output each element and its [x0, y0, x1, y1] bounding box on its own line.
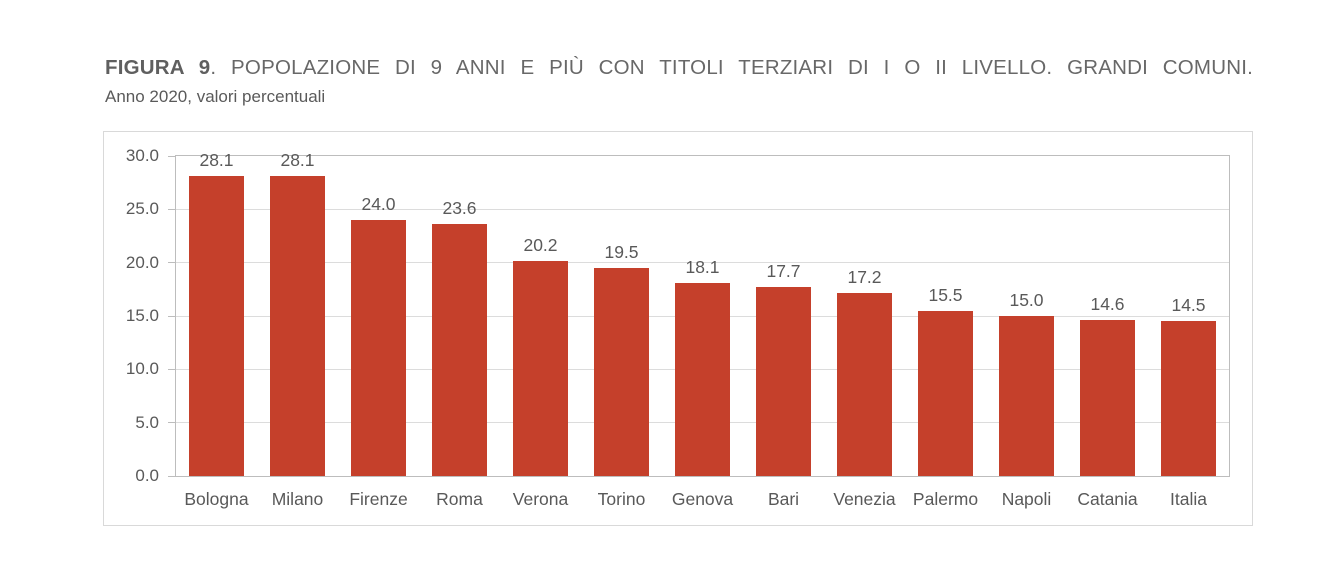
bar	[1161, 321, 1216, 476]
x-axis-label: Roma	[436, 489, 483, 509]
bar	[594, 268, 649, 476]
figure-number: FIGURA 9	[105, 56, 211, 79]
x-axis-label: Palermo	[912, 489, 979, 509]
bar-value-label: 28.1	[280, 150, 315, 171]
y-axis-label: 10.0	[125, 359, 159, 379]
bar-value-label: 17.2	[847, 266, 882, 287]
gridline	[176, 208, 1229, 210]
y-axis-tick	[168, 422, 175, 424]
figure-title: FIGURA 9. POPOLAZIONE DI 9 ANNI E PIÙ CO…	[105, 56, 1253, 80]
y-axis-tick	[168, 262, 175, 264]
plot-area: 28.1 28.1 24.0 23.6 20.2 19.5 18.1 17.7 17.2 15.5…	[168, 150, 1230, 477]
bar-value-label: 20.2	[523, 234, 558, 255]
bar	[918, 310, 973, 476]
x-axis-label: Bari	[767, 489, 800, 509]
bar-value-label: 15.0	[1009, 290, 1044, 310]
y-axis-label: 0.0	[135, 466, 159, 485]
y-axis-tick	[168, 315, 175, 317]
bar	[513, 260, 568, 476]
y-axis-tick	[168, 155, 175, 157]
bar-value-label: 14.6	[1090, 294, 1125, 315]
x-axis-label: Venezia	[833, 489, 896, 509]
bar	[999, 316, 1054, 476]
bar-value-label: 24.0	[361, 194, 396, 214]
bar-value-label: 14.5	[1171, 295, 1206, 316]
figure-title-text: . POPOLAZIONE DI 9 ANNI E PIÙ CON TITOLI…	[210, 56, 1253, 79]
figure-subtitle: Anno 2020, valori percentuali	[105, 87, 326, 106]
x-axis-label: Genova	[671, 489, 734, 509]
y-axis-label: 5.0	[135, 412, 159, 432]
x-axis-label: Catania	[1077, 489, 1138, 509]
x-axis-label: Napoli	[1001, 489, 1052, 509]
bar	[1080, 320, 1135, 476]
x-axis-label: Italia	[1170, 489, 1207, 509]
y-axis-label: 30.0	[125, 146, 159, 165]
bar-chart-frame: 28.1 28.1 24.0 23.6 20.2 19.5 18.1 17.7 17.2 15.5…	[103, 131, 1253, 526]
bar-value-label: 23.6	[442, 198, 477, 219]
bar	[837, 292, 892, 476]
bar-value-label: 18.1	[685, 256, 720, 277]
y-axis-label: 20.0	[125, 252, 159, 272]
bar-value-label: 19.5	[604, 242, 639, 262]
y-axis-label: 25.0	[125, 199, 159, 219]
y-axis-tick	[168, 368, 175, 370]
x-axis-label: Verona	[512, 489, 569, 509]
bar	[189, 176, 244, 476]
bar	[675, 282, 730, 476]
bar	[270, 176, 325, 476]
x-axis-label: Torino	[597, 489, 646, 509]
bar	[756, 287, 811, 476]
y-axis-tick	[168, 475, 175, 477]
y-axis-tick	[168, 208, 175, 210]
bar-value-label: 28.1	[199, 150, 234, 171]
bar-value-label: 15.5	[928, 284, 963, 305]
y-axis-label: 15.0	[125, 306, 159, 325]
x-axis-label: Bologna	[184, 489, 249, 509]
bar-value-label: 17.7	[766, 261, 801, 282]
gridline	[176, 262, 1229, 264]
x-axis-label: Firenze	[349, 489, 408, 509]
bar	[432, 224, 487, 476]
bar	[351, 220, 406, 476]
x-axis-label: Milano	[271, 489, 324, 509]
